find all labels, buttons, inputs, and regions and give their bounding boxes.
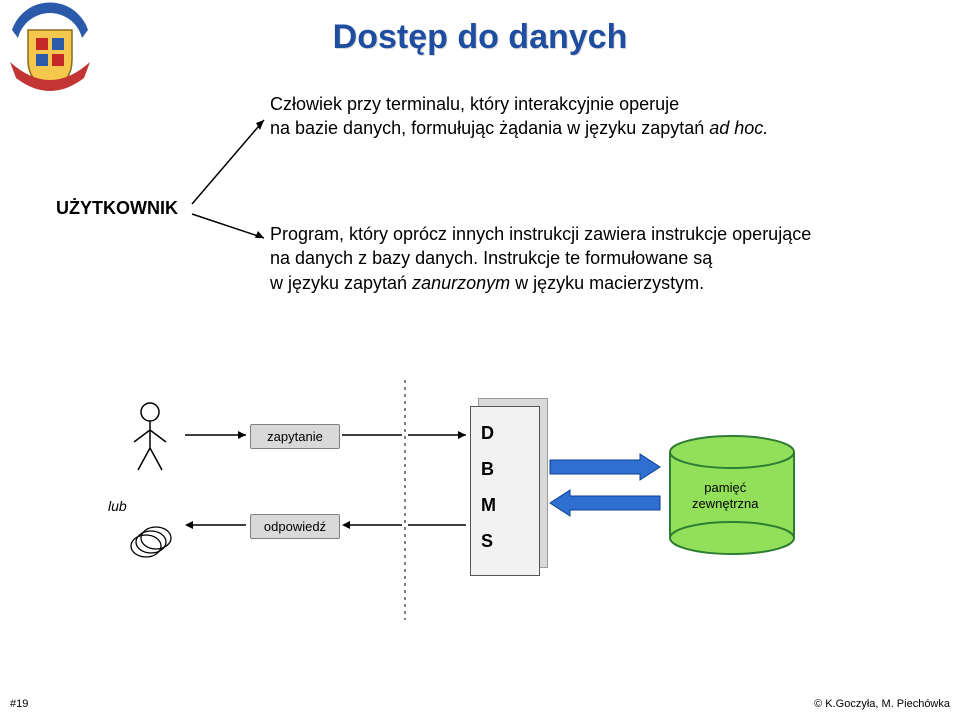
- desc-human-user: Człowiek przy terminalu, który interakcy…: [270, 92, 768, 141]
- user-branch-arrows: [0, 0, 960, 400]
- program-icon: [128, 520, 178, 564]
- or-label: lub: [108, 498, 127, 514]
- slide-number: #19: [10, 698, 28, 710]
- copyright: © K.Goczyła, M. Piechówka: [814, 698, 950, 710]
- memory-label: pamięć zewnętrzna: [692, 480, 758, 511]
- desc-program: Program, który oprócz innych instrukcji …: [270, 222, 811, 295]
- stickfigure-icon: [120, 400, 180, 480]
